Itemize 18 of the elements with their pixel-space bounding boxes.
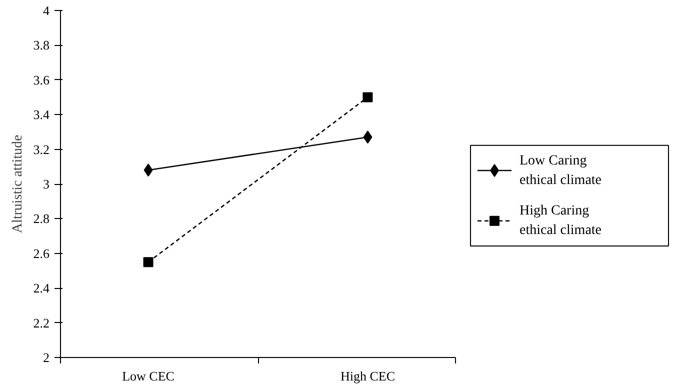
- x-tick-label: Low CEC: [122, 368, 174, 384]
- legend-label: Low Caring ethical climate: [520, 153, 602, 188]
- y-tick-label: 2.6: [33, 246, 50, 261]
- y-tick-label: 3: [43, 176, 50, 192]
- legend-label: High Caring ethical climate: [520, 204, 602, 238]
- y-tick-label: 2.8: [33, 211, 50, 226]
- y-tick-label: 2.2: [33, 315, 50, 330]
- point: [362, 92, 373, 102]
- y-tick-label: 3.6: [33, 72, 50, 88]
- x-tick-label: High CEC: [340, 368, 396, 384]
- y-tick-label: 4: [43, 3, 50, 18]
- y-axis-title: Altruistic attitude: [10, 134, 26, 234]
- y-tick-label: 2.4: [33, 280, 50, 296]
- y-tick-label: 2: [43, 350, 50, 365]
- y-tick-label: 3.2: [33, 142, 50, 157]
- y-tick-label: 3.8: [33, 38, 50, 53]
- point: [143, 257, 154, 268]
- y-tick-label: 3.4: [33, 107, 50, 122]
